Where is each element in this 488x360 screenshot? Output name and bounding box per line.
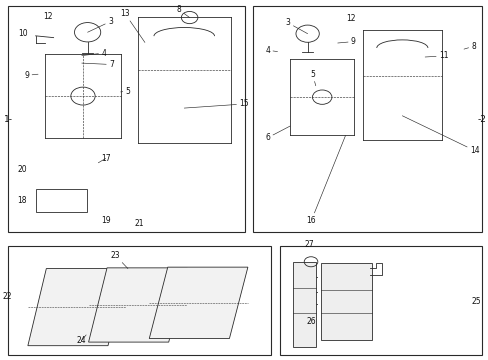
- Text: 13: 13: [120, 9, 144, 42]
- Text: 9: 9: [337, 37, 355, 46]
- Text: 12: 12: [43, 12, 52, 21]
- Polygon shape: [320, 263, 371, 339]
- Text: 6: 6: [265, 126, 289, 142]
- Bar: [280, 246, 481, 355]
- Text: 7: 7: [81, 60, 114, 69]
- Text: 5: 5: [309, 70, 315, 86]
- Bar: [8, 246, 270, 355]
- Text: 21: 21: [135, 220, 144, 229]
- Text: 4: 4: [81, 49, 106, 58]
- Text: 11: 11: [424, 51, 447, 60]
- Polygon shape: [292, 262, 315, 347]
- Bar: [252, 6, 482, 232]
- Text: 4: 4: [265, 46, 277, 55]
- Text: 1-: 1-: [4, 114, 13, 123]
- Text: 16: 16: [306, 135, 345, 225]
- Polygon shape: [88, 268, 187, 342]
- Bar: [36, 189, 86, 212]
- Text: 23: 23: [110, 251, 128, 269]
- Text: 18: 18: [18, 196, 27, 205]
- Polygon shape: [28, 269, 126, 346]
- Text: 20: 20: [17, 166, 27, 175]
- Text: 8: 8: [176, 5, 189, 18]
- Text: 14: 14: [402, 116, 479, 155]
- Text: 8: 8: [463, 42, 475, 51]
- Text: 25: 25: [470, 297, 480, 306]
- Text: 22: 22: [3, 292, 12, 301]
- Bar: [8, 6, 245, 232]
- Text: 12: 12: [346, 14, 355, 23]
- Text: 27: 27: [304, 240, 314, 249]
- Text: 3: 3: [285, 18, 307, 34]
- Text: 26: 26: [305, 317, 315, 326]
- Text: 3: 3: [87, 17, 113, 32]
- Text: 10: 10: [18, 29, 28, 38]
- Text: 19: 19: [101, 216, 111, 225]
- Polygon shape: [149, 267, 247, 338]
- Text: 5: 5: [121, 86, 130, 95]
- Text: 17: 17: [98, 154, 110, 163]
- Text: -2: -2: [477, 114, 486, 123]
- Text: 24: 24: [76, 335, 86, 345]
- Text: 15: 15: [184, 99, 248, 108]
- Text: 9: 9: [24, 71, 38, 80]
